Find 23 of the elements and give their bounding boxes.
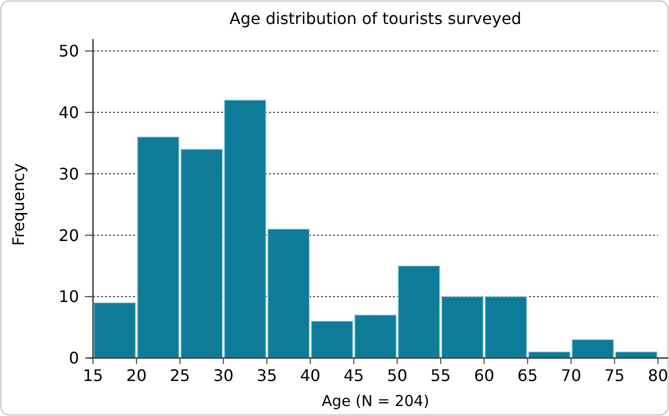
y-tick-label: 20 — [58, 226, 79, 245]
x-tick-label: 50 — [387, 366, 408, 385]
y-tick-label: 10 — [58, 287, 79, 306]
x-tick-label: 35 — [256, 366, 278, 385]
x-tick-label: 70 — [560, 366, 582, 385]
y-tick-label: 40 — [58, 103, 79, 122]
y-axis-title: Frequency — [9, 163, 28, 246]
x-tick-label: 15 — [82, 366, 104, 385]
x-axis-title: Age (N = 204) — [322, 392, 430, 410]
x-tick-label: 30 — [213, 366, 234, 385]
chart-title: Age distribution of tourists surveyed — [230, 9, 522, 28]
x-tick-label: 45 — [344, 366, 364, 385]
x-tick-label: 55 — [430, 366, 451, 385]
x-tick-label: 75 — [604, 366, 625, 385]
y-tick-label: 0 — [68, 348, 79, 368]
y-tick-label: 30 — [58, 164, 79, 184]
x-tick-label: 65 — [517, 366, 538, 385]
x-tick-label: 20 — [126, 366, 147, 385]
x-tick-label: 25 — [170, 366, 190, 385]
y-tick-label: 50 — [58, 42, 79, 61]
x-tick-label: 80 — [648, 366, 668, 385]
x-tick-label: 40 — [300, 366, 320, 385]
x-tick-label: 60 — [474, 366, 494, 385]
